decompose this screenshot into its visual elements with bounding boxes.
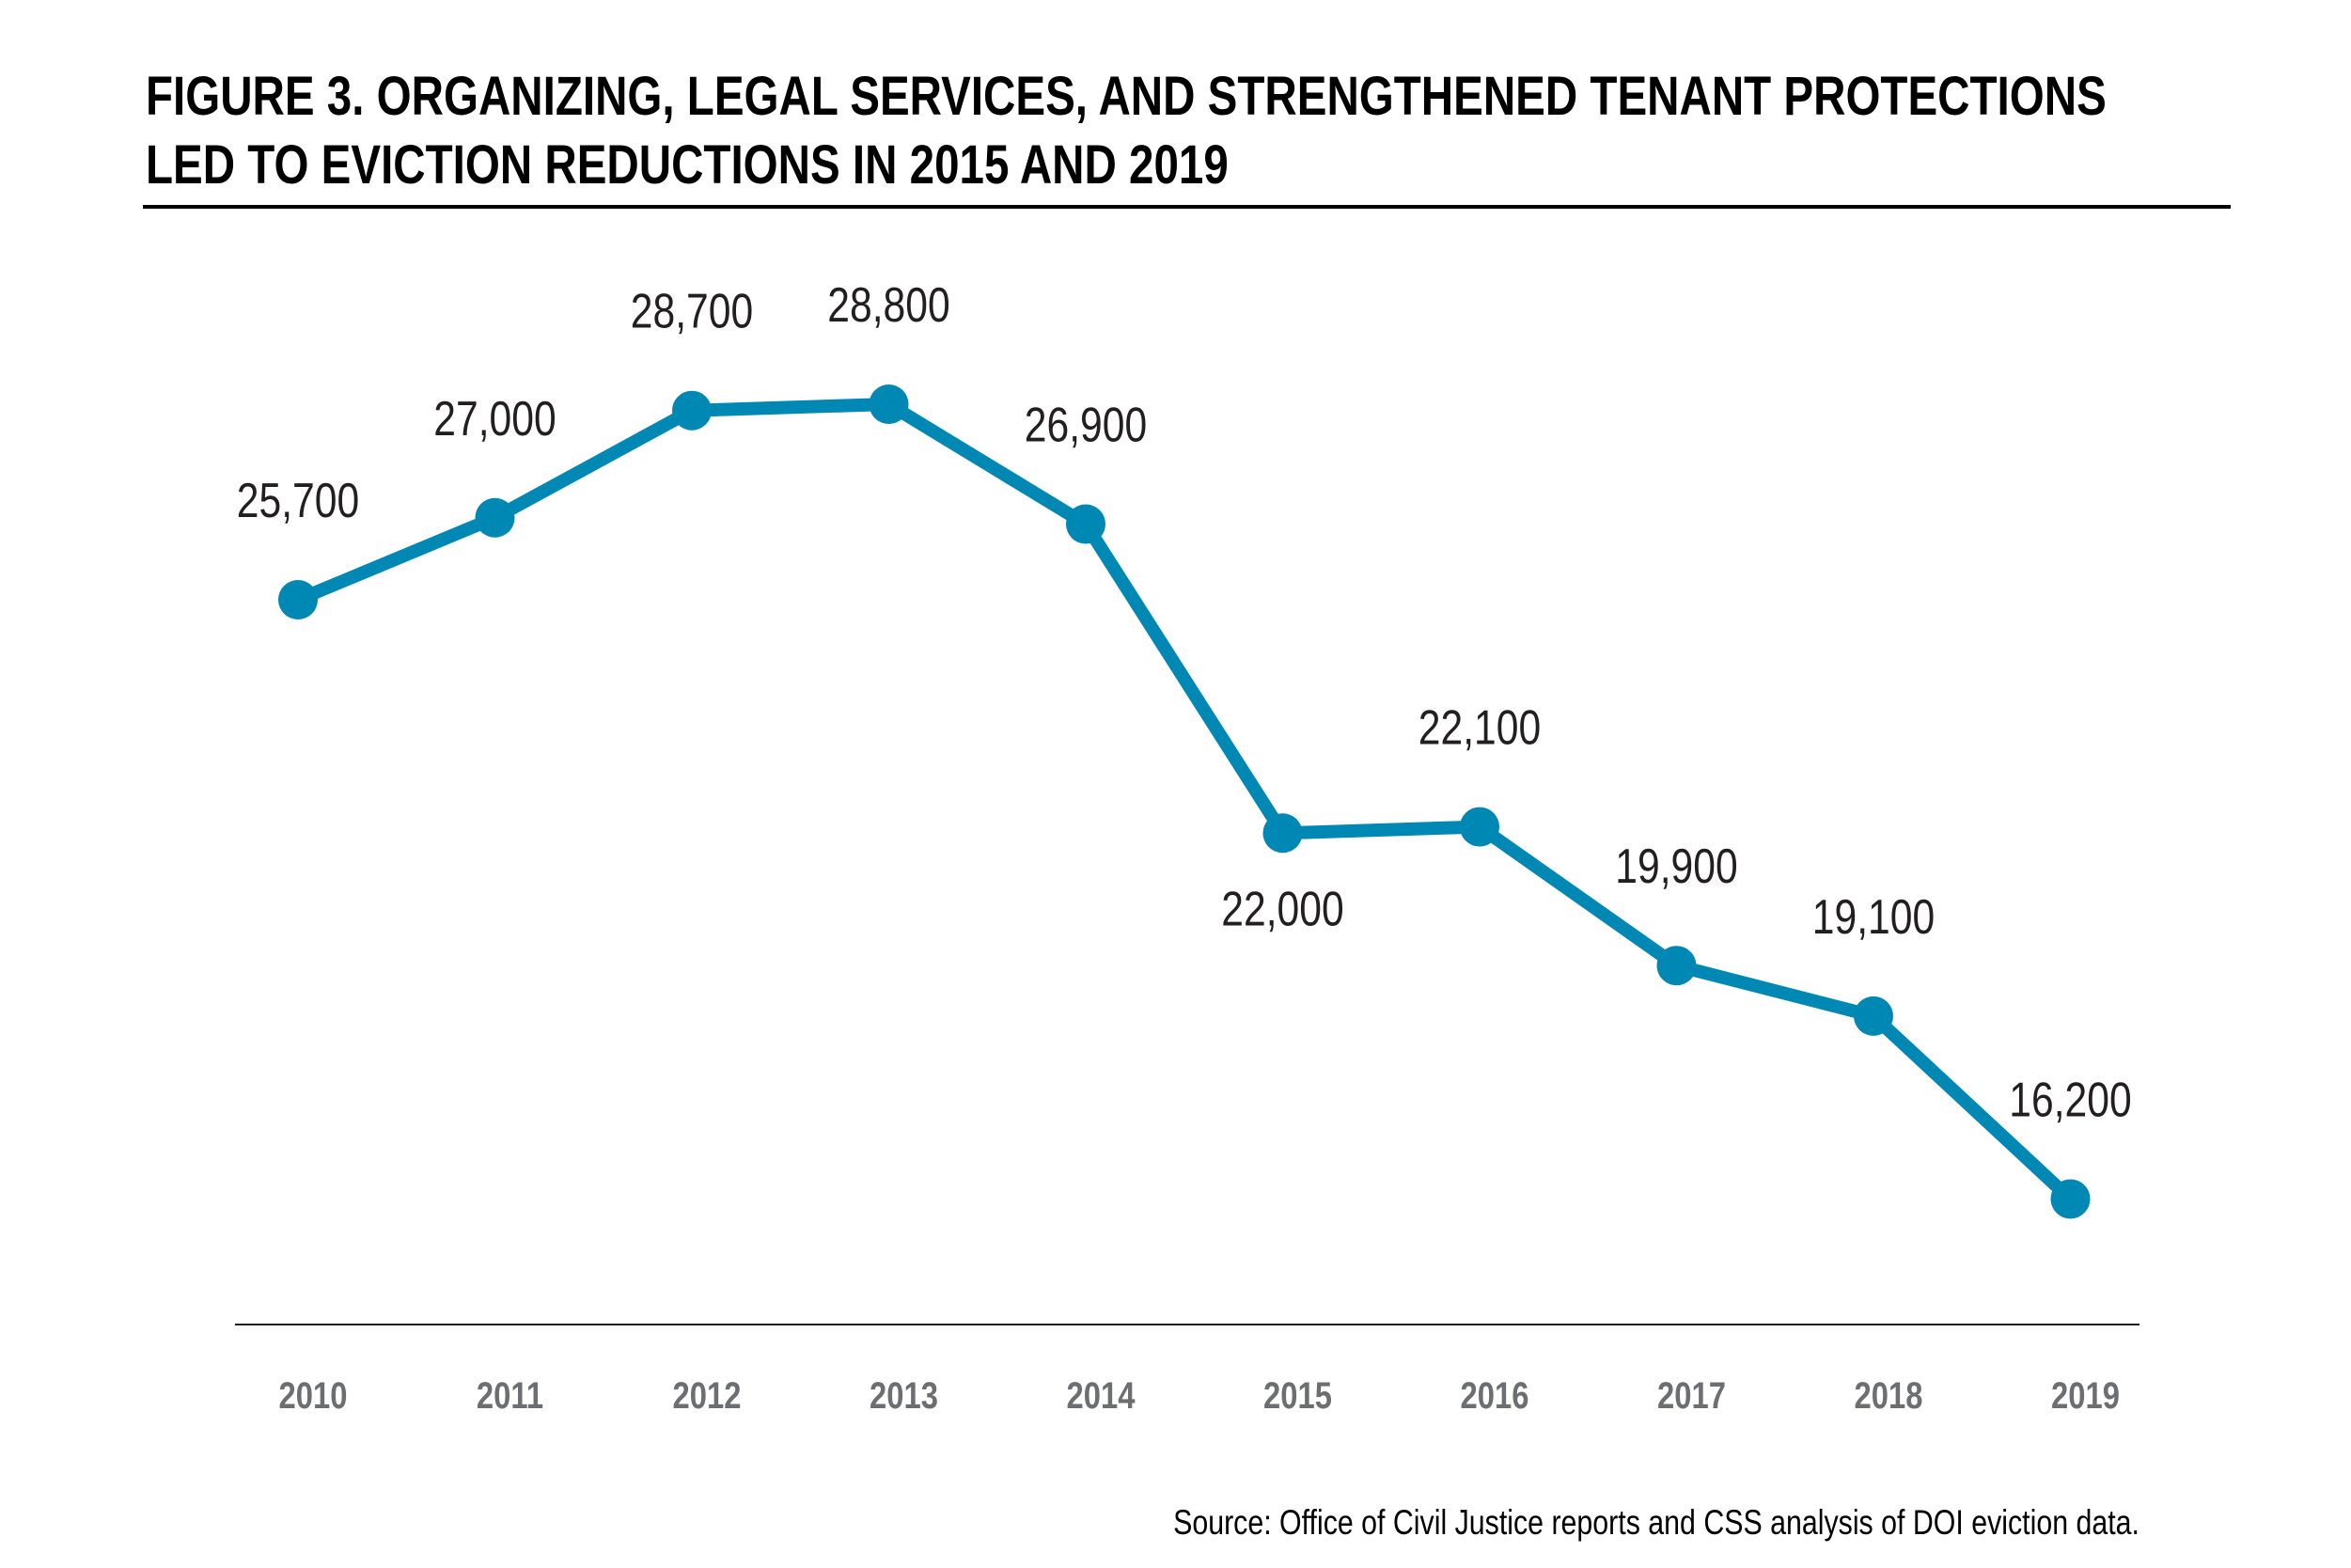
x-tick-label-2018: 2018 [1855, 1374, 1923, 1417]
data-point-2019 [2050, 1179, 2091, 1219]
data-label-2011: 27,000 [433, 392, 556, 447]
data-point-2012 [672, 390, 712, 431]
data-label-2012: 28,700 [631, 285, 753, 339]
x-tick-label-2016: 2016 [1461, 1374, 1529, 1417]
x-tick-label-2019: 2019 [2051, 1374, 2120, 1417]
data-point-2015 [1262, 813, 1303, 854]
x-tick-label-2017: 2017 [1657, 1374, 1726, 1417]
data-label-2018: 19,100 [1812, 890, 1935, 945]
data-label-2013: 28,800 [827, 278, 949, 333]
data-point-2016 [1460, 807, 1499, 847]
x-tick-label-2011: 2011 [477, 1374, 543, 1417]
data-point-2017 [1656, 946, 1697, 986]
data-point-2018 [1854, 996, 1893, 1036]
data-label-2014: 26,900 [1025, 399, 1147, 453]
data-label-2016: 22,100 [1418, 701, 1541, 756]
x-tick-label-2012: 2012 [673, 1374, 742, 1417]
data-label-2010: 25,700 [237, 474, 359, 528]
x-tick-label-2014: 2014 [1067, 1374, 1136, 1417]
x-tick-label-2013: 2013 [870, 1374, 938, 1417]
series-line [295, 398, 2076, 1204]
data-point-2011 [475, 497, 515, 538]
data-label-2015: 22,000 [1221, 882, 1343, 936]
data-point-2013 [869, 384, 909, 424]
data-label-2019: 16,200 [2009, 1074, 2131, 1128]
chart-title-line-2: LED TO EVICTION REDUCTIONS IN 2015 AND 2… [146, 135, 1229, 196]
data-point-2010 [278, 580, 318, 620]
x-tick-label-2010: 2010 [279, 1374, 348, 1417]
chart-title-line-1: FIGURE 3. ORGANIZING, LEGAL SERVICES, AN… [146, 67, 2107, 128]
x-tick-label-2015: 2015 [1263, 1374, 1332, 1417]
data-point-2014 [1066, 504, 1105, 544]
data-label-2017: 19,900 [1615, 839, 1737, 894]
source-note: Source: Office of Civil Justice reports … [1173, 1503, 2139, 1543]
